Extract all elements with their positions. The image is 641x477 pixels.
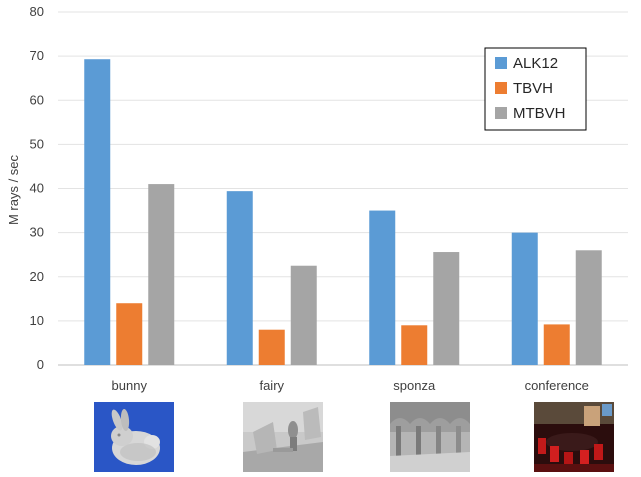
conference-render-icon (534, 402, 614, 472)
bar-alk12-conference (511, 232, 538, 365)
y-tick-label: 0 (37, 357, 44, 372)
bar-mtbvh-bunny (148, 184, 175, 365)
category-label: fairy (259, 378, 284, 393)
legend-swatch-alk12 (495, 57, 507, 69)
y-axis-ticks: 0 10 20 30 40 50 60 70 80 (30, 4, 44, 372)
bar-mtbvh-conference (575, 250, 602, 365)
bar-tbvh-fairy (258, 329, 285, 365)
y-tick-label: 50 (30, 136, 44, 151)
legend-label: TBVH (513, 80, 553, 97)
y-tick-label: 20 (30, 269, 44, 284)
bunny-render-icon (94, 402, 174, 472)
bar-mtbvh-sponza (433, 252, 460, 365)
bar-tbvh-sponza (401, 325, 428, 365)
bar-alk12-fairy (226, 191, 253, 365)
y-tick-label: 10 (30, 313, 44, 328)
bar-tbvh-bunny (116, 303, 143, 365)
fairy-render-icon (243, 402, 323, 472)
bar-alk12-sponza (369, 210, 396, 365)
legend-label: MTBVH (513, 105, 566, 122)
bars (84, 59, 602, 366)
category-label: conference (525, 378, 589, 393)
bar-chart: 0 10 20 30 40 50 60 70 80 bunny fairy sponza confer… (6, 4, 628, 393)
y-tick-label: 70 (30, 48, 44, 63)
sponza-render-icon (390, 402, 470, 472)
bar-mtbvh-fairy (290, 265, 317, 365)
legend-swatch-tbvh (495, 82, 507, 94)
bar-alk12-bunny (84, 59, 111, 366)
y-tick-label: 80 (30, 4, 44, 19)
y-axis-label: M rays / sec (6, 154, 21, 225)
legend-label: ALK12 (513, 55, 558, 72)
legend-swatch-mtbvh (495, 107, 507, 119)
bar-tbvh-conference (543, 324, 570, 365)
y-tick-label: 40 (30, 181, 44, 196)
category-label: sponza (393, 378, 436, 393)
category-labels: bunny fairy sponza conference (112, 378, 589, 393)
y-tick-label: 60 (30, 92, 44, 107)
legend: ALK12 TBVH MTBVH (484, 47, 587, 131)
y-tick-label: 30 (30, 225, 44, 240)
category-label: bunny (112, 378, 148, 393)
